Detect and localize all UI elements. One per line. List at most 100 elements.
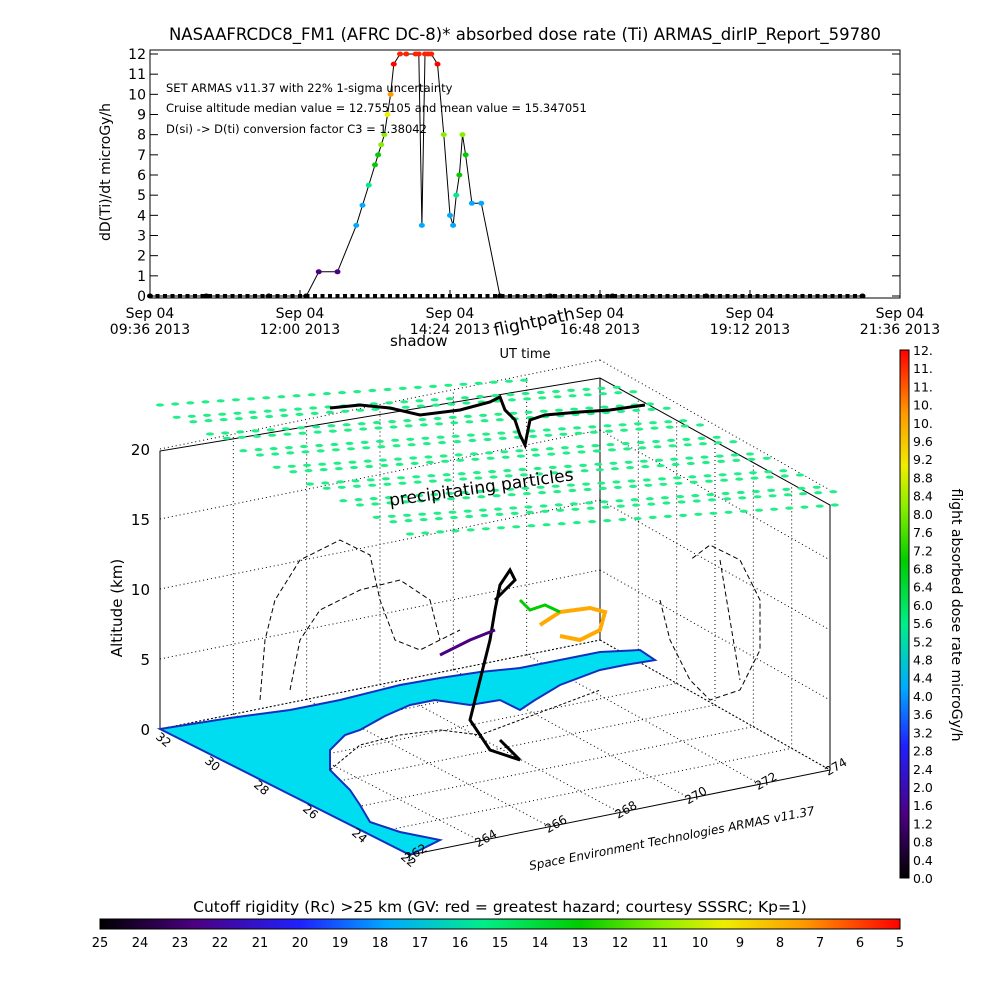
particle	[659, 482, 668, 486]
particle	[262, 396, 271, 400]
colorbar-right-tick-label: 7.6	[913, 525, 933, 540]
particle	[768, 494, 777, 498]
particle	[815, 504, 824, 508]
particle	[565, 470, 574, 474]
colorbar-right-tick-label: 1.2	[913, 816, 933, 831]
particle	[635, 427, 644, 431]
particle	[544, 433, 553, 437]
colorbar-bottom-tick-label: 18	[372, 936, 389, 951]
particle	[558, 427, 566, 431]
colorbar-right-tick-label: 9.2	[913, 452, 933, 467]
particle	[316, 449, 325, 453]
precipitating-particles	[156, 378, 839, 536]
particle	[600, 500, 609, 504]
time-series-point	[208, 294, 212, 298]
particle	[301, 450, 310, 454]
particle	[300, 444, 308, 449]
particle	[219, 418, 228, 422]
colorbar-bottom-tick-label: 13	[572, 936, 589, 951]
particle	[702, 460, 710, 465]
annotation-conversion-factor: D(si) -> D(ti) conversion factor C3 = 1.…	[166, 122, 427, 136]
particle	[785, 506, 794, 510]
particle	[371, 502, 380, 506]
particle	[519, 473, 528, 477]
particle	[471, 457, 480, 461]
colorbar-bottom-tick-label: 15	[492, 936, 509, 951]
time-series-point	[403, 51, 410, 57]
particle	[480, 419, 489, 423]
particle	[474, 476, 483, 480]
colorbar-right-tick-label: 12.	[913, 343, 933, 358]
time-series-point	[450, 222, 457, 228]
time-series-point	[410, 294, 415, 298]
particle	[488, 470, 497, 474]
particle	[609, 461, 618, 465]
particle	[673, 476, 682, 480]
particle	[592, 449, 601, 453]
time-series-point	[193, 294, 197, 298]
time-series-point	[178, 294, 182, 298]
particle	[419, 423, 428, 427]
particle	[486, 456, 495, 460]
particle	[368, 483, 377, 487]
particle	[321, 481, 330, 485]
particle	[554, 503, 563, 507]
particle	[480, 513, 489, 518]
time-series-point	[290, 294, 295, 298]
particle	[451, 529, 460, 533]
3d-x-tick-label: 268	[613, 798, 640, 822]
particle	[494, 412, 503, 416]
particle	[562, 451, 571, 455]
time-series-point	[418, 222, 425, 228]
colorbar-right-tick-label: 7.2	[913, 543, 933, 558]
particle	[779, 469, 788, 473]
particle	[463, 414, 472, 418]
flightpath-colored-2	[518, 598, 561, 614]
particle	[172, 415, 181, 419]
particle	[524, 410, 533, 414]
particle	[505, 379, 513, 383]
particle	[507, 493, 516, 497]
particle	[553, 490, 562, 494]
time-series-point	[800, 294, 805, 298]
coast-line	[329, 689, 601, 771]
particle	[459, 477, 468, 481]
particle	[281, 427, 290, 431]
particle	[425, 460, 434, 464]
grid-line	[159, 429, 601, 520]
label-credit: Space Environment Technologies ARMAS v11…	[528, 804, 816, 873]
particle	[431, 498, 440, 502]
particle	[525, 510, 534, 514]
particle	[532, 453, 541, 457]
particle	[322, 392, 331, 396]
particle	[545, 447, 554, 451]
particle	[428, 479, 437, 483]
colorbar-bottom-tick-label: 24	[132, 936, 149, 951]
particle	[649, 421, 657, 425]
particle	[733, 472, 742, 476]
particle	[216, 399, 225, 403]
time-series-point	[733, 294, 737, 298]
particle	[515, 449, 524, 453]
colorbar-right-tick-label: 10.	[913, 398, 933, 413]
time-series-point	[808, 294, 812, 298]
particle	[620, 428, 629, 432]
particle	[732, 458, 741, 462]
particle	[478, 508, 487, 512]
time-series-point	[365, 294, 370, 298]
particle	[483, 437, 492, 442]
time-series-point	[387, 91, 394, 97]
time-series-point	[381, 132, 388, 138]
particle	[642, 478, 651, 482]
particle	[360, 440, 369, 444]
particle	[421, 436, 430, 440]
particle	[547, 452, 556, 456]
particle	[482, 432, 491, 436]
particle	[662, 501, 671, 505]
particle	[477, 495, 486, 499]
time-series-point	[658, 294, 662, 298]
particle	[338, 391, 347, 395]
particle	[538, 396, 547, 400]
